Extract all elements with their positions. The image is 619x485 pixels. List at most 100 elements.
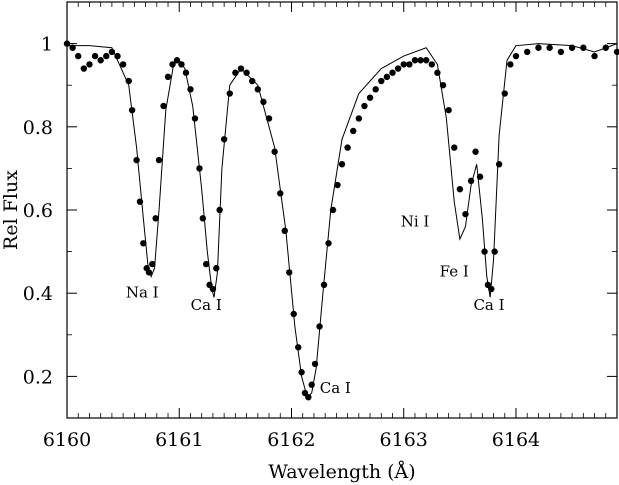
data-point [488, 285, 495, 293]
data-point [495, 161, 503, 168]
data-point [456, 186, 464, 193]
data-point [69, 44, 76, 51]
data-point [383, 73, 391, 81]
data-point [202, 260, 210, 268]
data-point [422, 57, 430, 64]
data-point [311, 360, 319, 368]
data-point [501, 90, 508, 97]
data-point [277, 190, 284, 197]
data-point [557, 48, 565, 56]
data-point [209, 285, 217, 293]
data-point [199, 215, 207, 222]
data-point [417, 57, 424, 64]
data-point [125, 77, 132, 85]
data-point [411, 57, 419, 64]
plot-frame [66, 1, 618, 419]
data-point [512, 52, 520, 60]
line-annotation: Ca I [191, 296, 222, 314]
x-tick-label: 6163 [380, 429, 428, 451]
data-point [568, 44, 576, 51]
x-tick-label: 6164 [492, 429, 540, 451]
data-point [591, 52, 598, 60]
data-point [350, 127, 357, 135]
data-point [434, 69, 441, 76]
data-point [86, 61, 93, 68]
data-point [329, 206, 337, 214]
data-point [308, 381, 315, 388]
data-point [187, 86, 194, 93]
observed-points [63, 40, 619, 401]
line-annotation: Ca I [320, 379, 351, 397]
data-point [613, 48, 619, 56]
data-point [164, 73, 172, 81]
data-point [334, 181, 341, 189]
data-point [355, 115, 363, 122]
y-tick-label: 0.2 [23, 366, 53, 388]
data-point [481, 248, 488, 255]
data-point [108, 48, 116, 56]
data-point [546, 44, 553, 51]
data-point [428, 61, 435, 68]
data-point [63, 40, 71, 47]
line-annotations: Na ICa ICa INi IFe ICa I [126, 213, 505, 397]
data-point [265, 115, 273, 122]
data-point [114, 52, 121, 60]
y-tick-label: 0.8 [23, 117, 53, 139]
y-tick-label: 1 [41, 34, 53, 56]
data-point [290, 310, 297, 318]
data-point [75, 52, 82, 60]
data-point [249, 77, 256, 85]
data-point [338, 161, 346, 168]
data-point [91, 52, 99, 60]
data-point [476, 173, 484, 180]
x-axis-label: Wavelength (Å) [268, 461, 415, 483]
data-point [394, 65, 402, 72]
data-point [361, 102, 368, 110]
model-spectrum [67, 43, 618, 399]
data-point [286, 269, 293, 276]
data-point [344, 144, 351, 151]
data-point [439, 82, 447, 89]
data-point [535, 44, 542, 51]
data-point [491, 248, 498, 255]
data-point [80, 65, 88, 72]
data-point [507, 61, 514, 68]
data-point [316, 323, 323, 330]
data-point [182, 69, 190, 76]
data-point [389, 69, 396, 76]
data-point [169, 61, 176, 68]
data-point [140, 240, 147, 247]
data-point [149, 260, 156, 268]
data-point [128, 106, 136, 114]
data-point [260, 98, 267, 106]
data-point [213, 265, 220, 272]
y-tick-label: 0.6 [23, 200, 53, 222]
data-point [366, 94, 374, 101]
data-point [155, 156, 163, 164]
line-annotation: Ni I [401, 213, 430, 231]
data-point [220, 136, 228, 143]
data-point [281, 227, 288, 234]
x-tick-label: 6161 [155, 429, 203, 451]
data-point [298, 369, 305, 376]
data-point [295, 344, 302, 351]
data-point [472, 148, 479, 155]
data-point [216, 206, 223, 214]
data-point [237, 65, 245, 72]
data-point [152, 215, 159, 222]
data-point [320, 281, 328, 289]
data-point [254, 86, 262, 93]
data-point [451, 144, 458, 151]
data-point [196, 165, 203, 172]
data-point [462, 210, 469, 218]
data-point [406, 61, 413, 68]
data-point [580, 44, 587, 51]
data-point [467, 177, 475, 185]
data-point [524, 48, 531, 56]
y-tick-label: 0.4 [23, 283, 53, 305]
line-annotation: Na I [126, 283, 159, 301]
data-point [378, 77, 385, 85]
data-point [173, 57, 181, 64]
data-point [160, 102, 167, 110]
